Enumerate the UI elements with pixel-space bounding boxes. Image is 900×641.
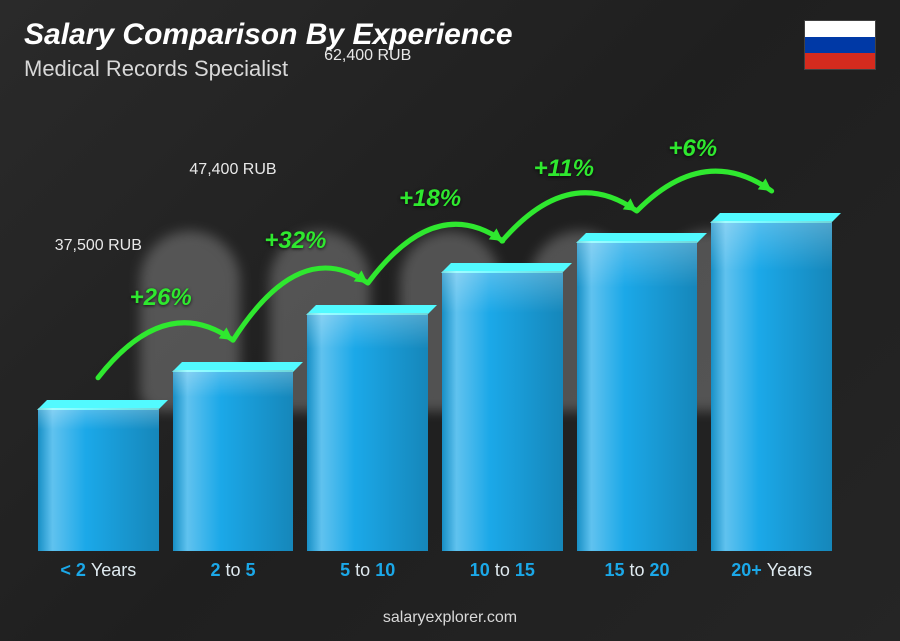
bar-group: 62,400 RUB: [307, 313, 428, 551]
bar-group: 86,500 RUB: [711, 221, 832, 551]
bar: [173, 370, 294, 551]
footer-attribution: salaryexplorer.com: [0, 609, 900, 627]
flag-stripe: [805, 21, 875, 37]
category-label: 10 to 15: [442, 560, 563, 581]
bars-container: 37,500 RUB47,400 RUB62,400 RUB73,400 RUB…: [30, 120, 840, 551]
bar: [711, 221, 832, 551]
infographic-container: Salary Comparison By Experience Medical …: [0, 0, 900, 641]
bar-value-label: 62,400 RUB: [324, 47, 411, 65]
flag-stripe: [805, 53, 875, 69]
page-subtitle: Medical Records Specialist: [24, 56, 513, 82]
category-label: < 2 Years: [38, 560, 159, 581]
bar-group: 47,400 RUB: [173, 370, 294, 551]
bar: [577, 241, 698, 551]
category-label: 15 to 20: [577, 560, 698, 581]
bar-value-label: 37,500 RUB: [55, 237, 142, 255]
bar-group: 37,500 RUB: [38, 408, 159, 551]
bar-group: 73,400 RUB: [442, 271, 563, 551]
bar-group: 81,300 RUB: [577, 241, 698, 551]
bar: [307, 313, 428, 551]
flag-stripe: [805, 37, 875, 53]
categories-container: < 2 Years 2 to 5 5 to 10 10 to 15 15 to 20 20…: [30, 560, 840, 581]
flag-icon: [804, 20, 876, 70]
bar-value-label: 47,400 RUB: [189, 161, 276, 179]
category-label: 5 to 10: [307, 560, 428, 581]
page-title: Salary Comparison By Experience: [24, 18, 513, 52]
category-label: 2 to 5: [173, 560, 294, 581]
header: Salary Comparison By Experience Medical …: [24, 18, 513, 82]
category-label: 20+ Years: [711, 560, 832, 581]
bar: [38, 408, 159, 551]
bar: [442, 271, 563, 551]
chart-area: 37,500 RUB47,400 RUB62,400 RUB73,400 RUB…: [30, 120, 840, 581]
